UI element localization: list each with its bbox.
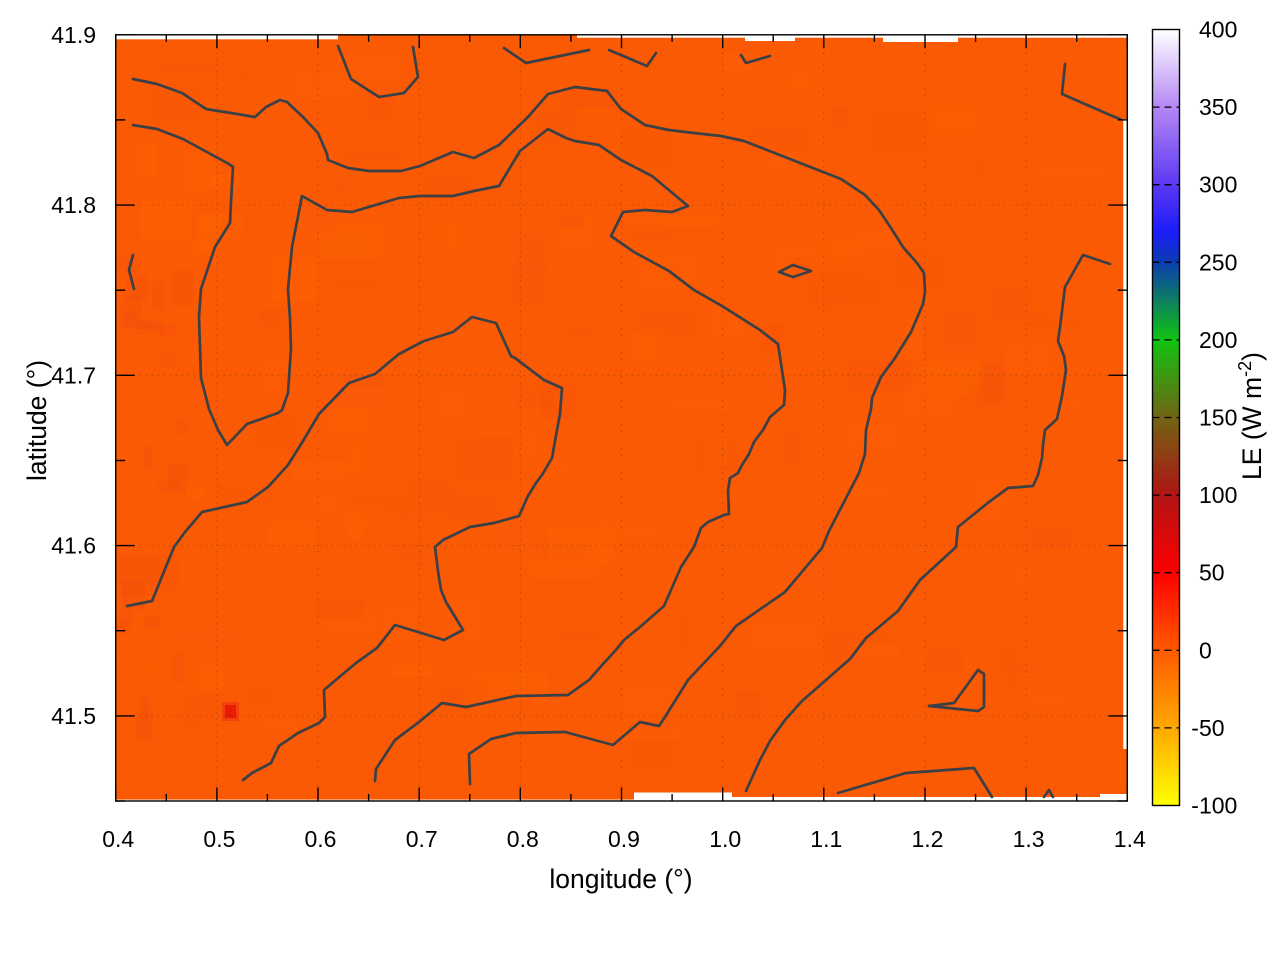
svg-text:350: 350: [1199, 94, 1237, 120]
svg-text:0.8: 0.8: [507, 826, 539, 852]
svg-text:-50: -50: [1191, 715, 1224, 741]
svg-text:50: 50: [1199, 560, 1225, 586]
svg-text:100: 100: [1199, 482, 1237, 508]
svg-text:41.8: 41.8: [51, 192, 96, 218]
svg-text:0.7: 0.7: [406, 826, 438, 852]
svg-text:41.5: 41.5: [51, 703, 96, 729]
svg-text:1.2: 1.2: [912, 826, 944, 852]
svg-text:41.7: 41.7: [51, 362, 96, 388]
svg-text:0.5: 0.5: [203, 826, 235, 852]
svg-text:41.6: 41.6: [51, 533, 96, 559]
svg-text:300: 300: [1199, 172, 1237, 198]
svg-text:0.9: 0.9: [608, 826, 640, 852]
svg-text:250: 250: [1199, 249, 1237, 275]
svg-text:-100: -100: [1191, 793, 1237, 819]
svg-text:150: 150: [1199, 405, 1237, 431]
svg-text:1.4: 1.4: [1114, 826, 1146, 852]
svg-text:longitude (°): longitude (°): [549, 864, 692, 894]
svg-text:0: 0: [1199, 637, 1212, 663]
svg-text:1.0: 1.0: [709, 826, 741, 852]
svg-text:41.9: 41.9: [51, 22, 96, 48]
svg-text:0.6: 0.6: [305, 826, 337, 852]
svg-text:0.4: 0.4: [102, 826, 134, 852]
svg-text:1.3: 1.3: [1013, 826, 1045, 852]
svg-text:latitude (°): latitude (°): [22, 360, 52, 481]
svg-text:400: 400: [1199, 17, 1237, 43]
svg-text:200: 200: [1199, 327, 1237, 353]
svg-text:1.1: 1.1: [810, 826, 842, 852]
